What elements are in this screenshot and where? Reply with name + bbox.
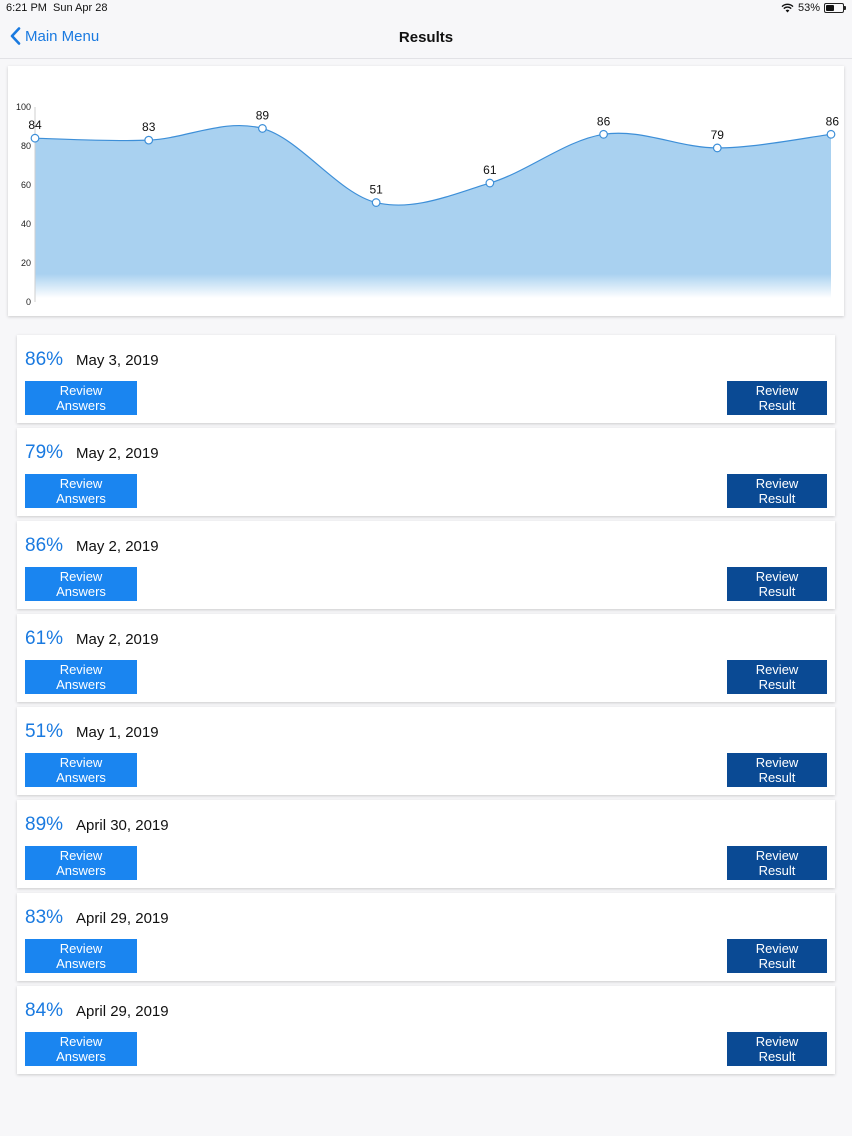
- navigation-bar: Main Menu Results: [0, 16, 852, 59]
- review-answers-button[interactable]: Review Answers: [25, 1032, 137, 1066]
- result-score: 51%: [25, 721, 64, 742]
- data-label: 79: [711, 128, 725, 142]
- back-button-label: Main Menu: [25, 27, 100, 45]
- battery-level: [826, 5, 835, 11]
- review-result-button[interactable]: Review Result: [727, 381, 827, 415]
- result-date: April 29, 2019: [76, 910, 169, 927]
- data-point: [712, 143, 722, 153]
- result-score: 86%: [25, 349, 64, 370]
- result-card: 61% May 2, 2019 Review Answers Review Resul…: [17, 614, 835, 702]
- result-score: 84%: [25, 1000, 64, 1021]
- battery-icon: [824, 3, 846, 13]
- data-label: 86: [597, 114, 611, 128]
- review-answers-button[interactable]: Review Answers: [25, 474, 137, 508]
- results-list: 86% May 3, 2019 Review Answers Review Resul…: [17, 335, 835, 1079]
- review-result-button[interactable]: Review Result: [727, 660, 827, 694]
- data-label: 86: [826, 114, 840, 128]
- result-score: 89%: [25, 814, 64, 835]
- review-answers-button[interactable]: Review Answers: [25, 753, 137, 787]
- battery-percent: 53%: [797, 2, 820, 14]
- review-result-button[interactable]: Review Result: [727, 1032, 827, 1066]
- review-answers-button[interactable]: Review Answers: [25, 381, 137, 415]
- series-line: [34, 124, 832, 206]
- result-date: May 2, 2019: [76, 538, 159, 555]
- results-chart: 0 20 40 60 80 100 84 83 89 51 61 86 79 86: [8, 66, 844, 316]
- data-label: 51: [369, 183, 383, 197]
- result-header: 83% April 29, 2019: [25, 907, 169, 929]
- result-date: May 2, 2019: [76, 445, 159, 462]
- result-card: 51% May 1, 2019 Review Answers Review Resul…: [17, 707, 835, 795]
- data-point: [599, 129, 608, 139]
- data-label: 83: [142, 120, 156, 134]
- results-area-chart: 0 20 40 60 80 100 84 83 89 51 61 86 79 86: [16, 102, 840, 307]
- result-header: 86% May 3, 2019: [25, 349, 159, 371]
- result-score: 83%: [25, 907, 64, 928]
- data-point: [485, 178, 495, 188]
- result-score: 61%: [25, 628, 64, 649]
- data-point: [826, 129, 836, 139]
- y-tick-label: 20: [21, 258, 31, 268]
- y-tick-label: 0: [26, 297, 31, 307]
- review-result-button[interactable]: Review Result: [727, 474, 827, 508]
- result-card: 79% May 2, 2019 Review Answers Review Resul…: [17, 428, 835, 516]
- y-tick-label: 80: [21, 141, 31, 151]
- data-point: [258, 124, 267, 133]
- result-date: April 30, 2019: [76, 817, 169, 834]
- status-bar: 6:21 PM Sun Apr 28 53%: [0, 0, 852, 16]
- result-score: 86%: [25, 535, 64, 556]
- status-indicators: 53%: [781, 2, 846, 14]
- result-header: 86% May 2, 2019: [25, 535, 159, 557]
- result-header: 84% April 29, 2019: [25, 1000, 169, 1022]
- status-time: 6:21 PM: [6, 2, 47, 14]
- y-tick-label: 40: [21, 219, 31, 229]
- review-answers-button[interactable]: Review Answers: [25, 846, 137, 880]
- back-button[interactable]: Main Menu: [10, 27, 99, 45]
- result-card: 83% April 29, 2019 Review Answers Review Re…: [17, 893, 835, 981]
- result-header: 51% May 1, 2019: [25, 721, 159, 743]
- result-header: 61% May 2, 2019: [25, 628, 159, 650]
- review-result-button[interactable]: Review Result: [727, 567, 827, 601]
- review-answers-button[interactable]: Review Answers: [25, 567, 137, 601]
- chart-area-fill: [35, 125, 831, 298]
- data-label: 84: [28, 118, 42, 132]
- y-tick-label: 60: [21, 180, 31, 190]
- review-answers-button[interactable]: Review Answers: [25, 660, 137, 694]
- result-score: 79%: [25, 442, 64, 463]
- result-date: May 3, 2019: [76, 352, 159, 369]
- result-card: 84% April 29, 2019 Review Answers Review Re…: [17, 986, 835, 1074]
- status-date: Sun Apr 28: [53, 2, 108, 14]
- review-result-button[interactable]: Review Result: [727, 939, 827, 973]
- chevron-left-icon: [10, 27, 21, 45]
- data-point: [30, 133, 40, 143]
- result-date: April 29, 2019: [76, 1003, 169, 1020]
- result-date: May 1, 2019: [76, 724, 159, 741]
- y-tick-label: 100: [16, 102, 31, 112]
- review-result-button[interactable]: Review Result: [727, 753, 827, 787]
- result-date: May 2, 2019: [76, 631, 159, 648]
- result-card: 86% May 2, 2019 Review Answers Review Resul…: [17, 521, 835, 609]
- data-point: [144, 135, 154, 145]
- review-result-button[interactable]: Review Result: [727, 846, 827, 880]
- result-card: 86% May 3, 2019 Review Answers Review Resul…: [17, 335, 835, 423]
- data-point: [371, 198, 381, 207]
- result-card: 89% April 30, 2019 Review Answers Review Re…: [17, 800, 835, 888]
- page-title: Results: [398, 29, 454, 46]
- data-label: 89: [256, 108, 270, 122]
- review-answers-button[interactable]: Review Answers: [25, 939, 137, 973]
- result-header: 79% May 2, 2019: [25, 442, 159, 464]
- wifi-icon: [781, 3, 794, 13]
- result-header: 89% April 30, 2019: [25, 814, 169, 836]
- data-label: 61: [483, 163, 497, 177]
